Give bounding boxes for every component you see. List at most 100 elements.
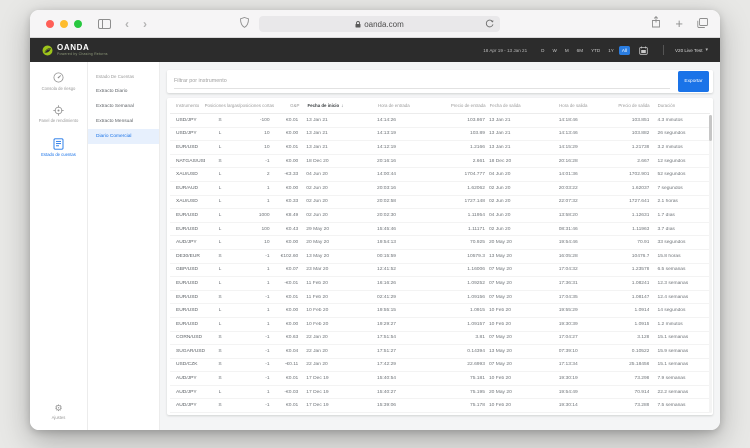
range-button-ytd[interactable]: YTD	[591, 47, 601, 53]
scrollbar-thumb[interactable]	[709, 115, 712, 141]
table-row[interactable]: GBP/USD L 1 €0.07 23 Mar 20 12:41:52 1.16006 07…	[170, 264, 710, 278]
table-row[interactable]: AUD/JPY L 1 -€0.03 17 Dec 19 15:40:27 75.195 20…	[170, 386, 710, 400]
table-row[interactable]: XAU/USD L 1 €0.33 02 Jun 20 20:02:58 1727.148 0…	[170, 196, 710, 210]
table-row[interactable]: AUD/JPY L 10 €0.00 20 May 20 19:54:13 70.925 20…	[170, 236, 710, 250]
sidebar-item-ajustes[interactable]: ⚙ Ajustes	[51, 403, 66, 421]
range-button-w[interactable]: W	[552, 47, 557, 53]
table-cell: 10 Feb 20	[306, 308, 329, 314]
table-cell: 1.11171	[468, 226, 485, 232]
table-row[interactable]: SUGAR/USD S -1 €0.04 22 Jan 20 17:51:27 0.1439…	[170, 345, 710, 359]
table-cell: 19:30:19	[558, 376, 578, 382]
table-cell: 3.81	[475, 335, 485, 341]
table-row[interactable]: DE30/EUR S -1 €102.60 13 May 20 00:15:59 10579…	[170, 250, 710, 264]
filter-input[interactable]	[174, 74, 670, 89]
table-row[interactable]: USD/JPY S -100 €0.01 13 Jan 21 14:14:26 103.86…	[170, 114, 710, 128]
table-row[interactable]: USD/CZK S -1 -€0.11 22 Jan 20 17:42:29 22.6993…	[170, 359, 710, 373]
table-cell: 1	[266, 308, 270, 314]
minimize-window-button[interactable]	[60, 19, 68, 28]
table-cell: 1.23578	[631, 267, 650, 273]
table-row[interactable]: EUR/USD L 1 €0.00 10 Feb 20 19:29:27 1.09157 10…	[170, 318, 710, 332]
calendar-icon[interactable]	[639, 46, 648, 55]
table-cell: 1.09157	[467, 321, 485, 327]
table-row[interactable]: EUR/USD L 1 €0.00 10 Feb 20 19:55:15 1.0915 10 …	[170, 304, 710, 318]
table-cell: 33 segundos	[657, 240, 686, 246]
column-header-posiciones-largas-posiciones-cortas[interactable]: Posiciones largas/posiciones cortas	[204, 103, 275, 108]
table-row[interactable]: AUD/JPY S -1 €0.01 17 Dec 19 15:40:54 75.181 10…	[170, 372, 710, 386]
range-buttons: D W M 6M YTD 1Y All	[538, 45, 630, 55]
privacy-shield-icon[interactable]	[240, 15, 249, 33]
column-header-hora-de-salida[interactable]: Hora de salida	[559, 103, 588, 108]
table-cell: 10	[264, 240, 270, 246]
close-window-button[interactable]	[46, 19, 54, 28]
sidebar-toggle-icon[interactable]	[98, 18, 111, 29]
new-tab-button[interactable]: +	[675, 16, 683, 31]
table-cell: 103.867	[467, 117, 485, 123]
table-row[interactable]: USD/JPY L 10 €0.00 13 Jan 21 14:13:19 103.89 13…	[170, 128, 710, 142]
table-cell: 20:03:22	[558, 185, 578, 191]
table-row[interactable]: XAU/USD L 2 -€3.33 04 Jun 20 14:00:44 1704.777…	[170, 168, 710, 182]
zoom-window-button[interactable]	[74, 19, 82, 28]
table-cell: 1.09252	[467, 280, 485, 286]
table-cell: 1.0915	[634, 321, 650, 327]
submenu-item-extracto-mensual[interactable]: Extracto Mensual	[96, 119, 134, 124]
table-row[interactable]: EUR/USD L 100 €0.43 29 May 20 15:45:46 1.11171…	[170, 223, 710, 237]
column-header-precio-de-salida[interactable]: Precio de salida	[618, 103, 650, 108]
oanda-logo[interactable]: OANDA Powered by Chasing Returns	[42, 43, 108, 57]
range-button-d[interactable]: D	[541, 47, 545, 53]
column-header-g-p[interactable]: G&P	[290, 103, 300, 108]
table-row[interactable]: CORN/USD S -1 €0.63 22 Jan 20 17:51:54 3.81 07 …	[170, 332, 710, 346]
table-row[interactable]: EUR/USD L 10 €0.01 13 Jan 21 14:12:19 1.2166 13…	[170, 141, 710, 155]
sidebar-item-panel-de-rendimiento[interactable]: Panel de rendimiento	[33, 105, 85, 124]
table-cell: 12.4 semanas	[657, 294, 689, 300]
table-cell: 70.914	[634, 389, 650, 395]
column-header-hora-de-entrada[interactable]: Hora de entrada	[377, 103, 410, 108]
column-header-fecha-de-inicio[interactable]: Fecha de inicio ↓	[307, 103, 344, 108]
table-cell: 13 Jan 21	[306, 131, 328, 137]
column-header-precio-de-entrada[interactable]: Precio de entrada	[450, 103, 486, 108]
table-body: USD/JPY S -100 €0.01 13 Jan 21 14:14:26 103.86…	[170, 114, 710, 414]
submenu-item-extracto-diario[interactable]: Extracto Diario	[96, 89, 128, 94]
table-cell: 07 May 20	[488, 280, 512, 286]
table-row[interactable]: EUR/USD L 1000 €8.49 02 Jun 20 20:02:30 1.1195…	[170, 209, 710, 223]
table-cell: 70.91	[637, 240, 650, 246]
column-header-instrumento[interactable]: Instrumento	[176, 103, 200, 108]
range-button-all[interactable]: All	[618, 45, 630, 55]
address-bar[interactable]: oanda.com	[259, 16, 500, 32]
table-cell: 10 Feb 20	[488, 376, 511, 382]
table-cell: 04 Jun 20	[488, 212, 511, 218]
table-cell: -€0.03	[284, 389, 299, 395]
table-row[interactable]: EUR/USD L 1 -€0.01 11 Feb 20 16:16:26 1.09252 0…	[170, 277, 710, 291]
share-icon[interactable]	[651, 15, 661, 33]
column-header-fecha-de-salida[interactable]: Fecha de salida	[489, 103, 521, 108]
sidebar-item-estado-de-cuentas[interactable]: Estado de cuentas	[33, 138, 85, 158]
range-button-m[interactable]: M	[564, 47, 569, 53]
sort-descending-icon: ↓	[341, 103, 344, 108]
export-button[interactable]: Exportar	[678, 71, 709, 92]
table-cell: 13 May 20	[488, 348, 512, 354]
submenu-item-extracto-semanal[interactable]: Extracto Semanal	[96, 104, 134, 109]
table-row[interactable]: AUD/JPY S -1 €0.01 17 Dec 19 15:39:06 75.178 10…	[170, 399, 710, 414]
table-cell: L	[218, 308, 222, 314]
table-cell: 17 Dec 19	[306, 403, 329, 409]
table-cell: 3.7 días	[657, 226, 675, 232]
column-header-duraci-n[interactable]: Duración	[657, 103, 676, 108]
range-button-1y[interactable]: 1Y	[608, 47, 614, 53]
table-cell: 1.0914	[634, 308, 650, 314]
table-cell: 22.6993	[467, 362, 485, 368]
table-row[interactable]: NATGAS/USD S -1 €0.00 18 Dec 20 20:16:16 2.661…	[170, 155, 710, 169]
sidebar-item-consola-de-riesgo[interactable]: Consola de riesgo	[33, 72, 85, 91]
account-switcher[interactable]: V20 Live Test ▾	[675, 47, 708, 53]
submenu-item-diario-comercial[interactable]: Diario Comercial	[88, 129, 159, 144]
back-button[interactable]: ‹	[125, 16, 129, 31]
table-scrollbar[interactable]	[709, 115, 712, 413]
reload-icon[interactable]	[484, 18, 495, 31]
table-cell: 73.289	[634, 403, 650, 409]
tab-overview-icon[interactable]	[697, 15, 708, 33]
table-cell: 1	[266, 267, 270, 273]
forward-button[interactable]: ›	[143, 16, 147, 31]
table-row[interactable]: EUR/USD S -1 €0.01 11 Feb 20 02:41:29 1.09156 0…	[170, 291, 710, 305]
range-button-6m[interactable]: 6M	[576, 47, 584, 53]
table-cell: 14:14:26	[376, 117, 397, 123]
table-row[interactable]: EUR/AUD L 1 €0.00 02 Jun 20 20:03:16 1.62062 02…	[170, 182, 710, 196]
table-cell: -€3.33	[284, 172, 299, 178]
